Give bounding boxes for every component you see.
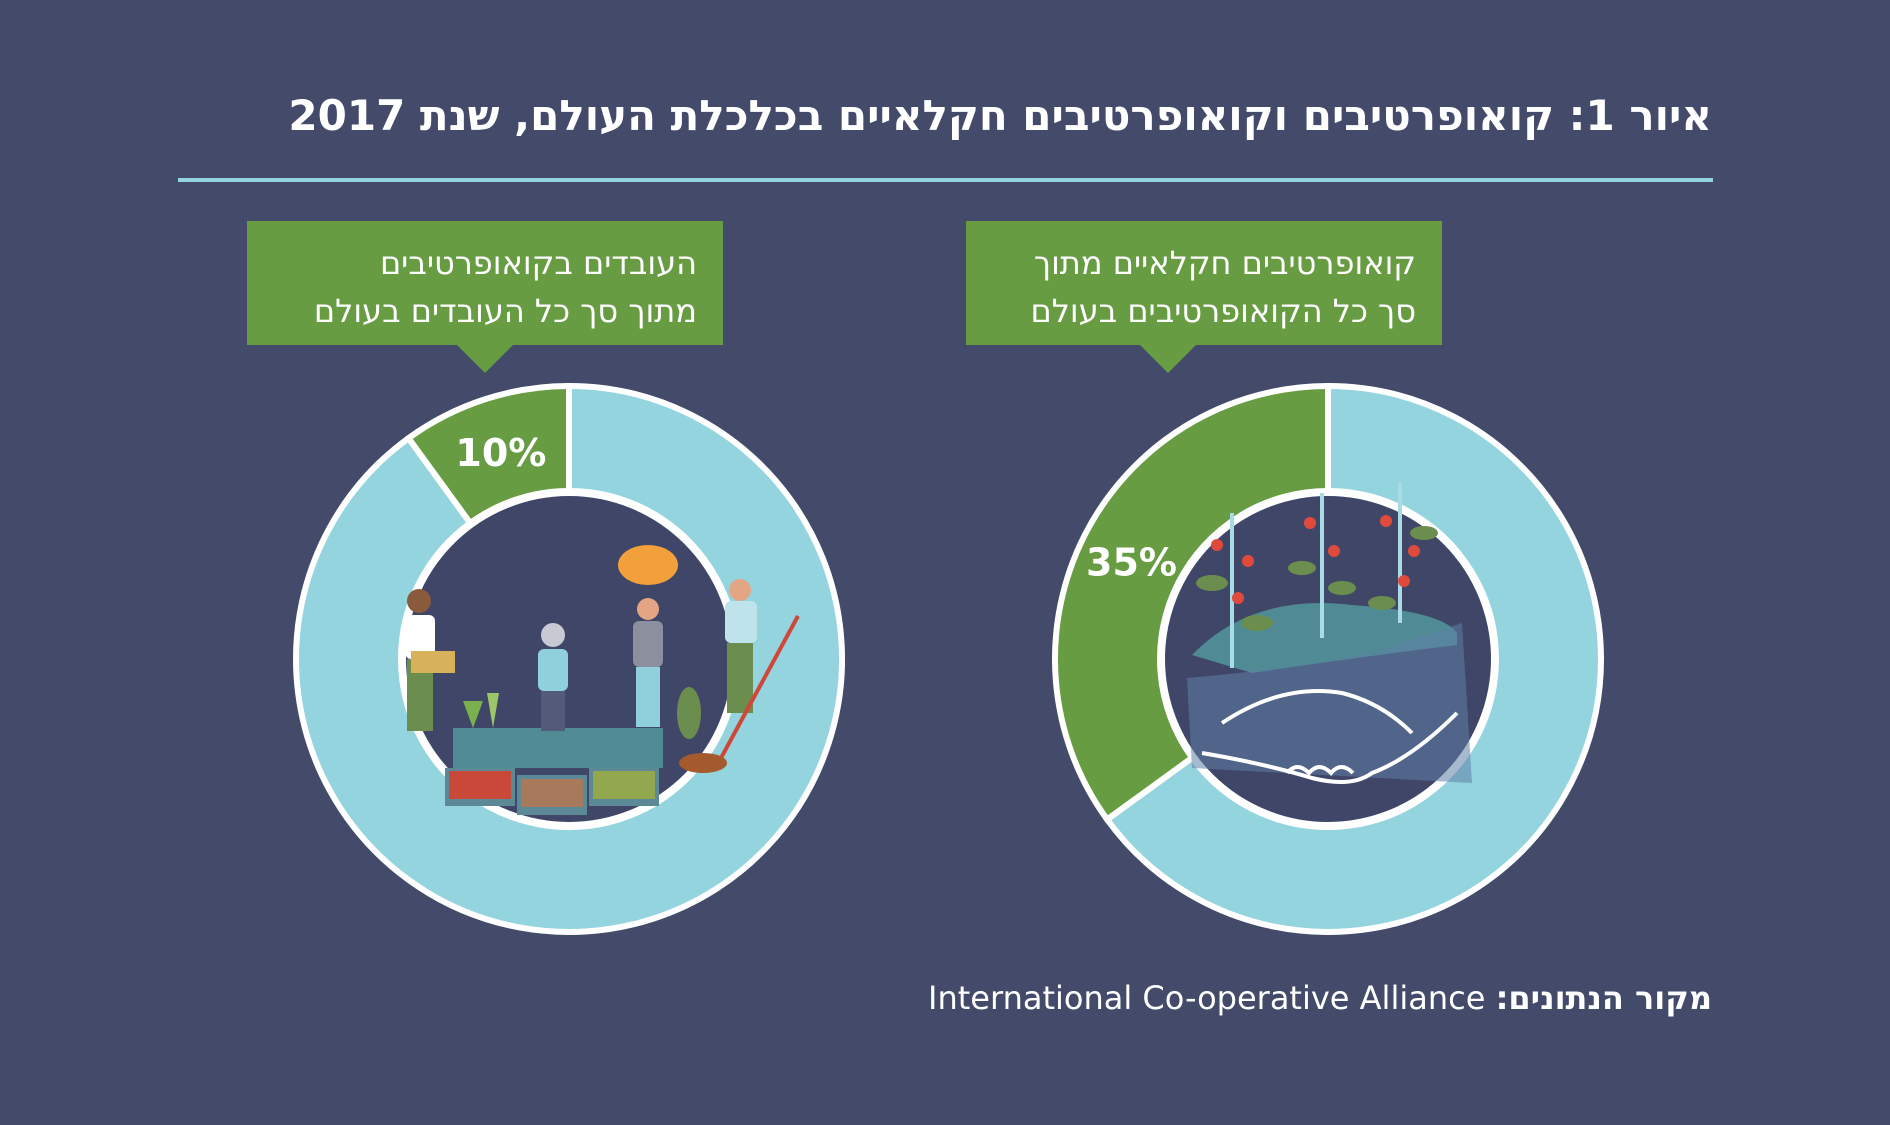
callout-workers: העובדים בקואופרטיבים מתוך סך כל העובדים … bbox=[247, 221, 723, 373]
source-name: International Co-operative Alliance bbox=[928, 979, 1486, 1017]
value-label: 10% bbox=[455, 431, 546, 475]
farmers-market-icon bbox=[405, 545, 800, 815]
callout-agri-coops: קואופרטיבים חקלאיים מתוך סך כל הקואופרטי… bbox=[966, 221, 1442, 373]
value-label: 35% bbox=[1086, 540, 1177, 584]
callout-pointer bbox=[457, 345, 513, 373]
handshake-plants-icon bbox=[1187, 483, 1472, 784]
donut-chart-workers: 10% bbox=[293, 383, 845, 935]
source-note: מקור הנתונים: International Co-operative… bbox=[512, 975, 1712, 1021]
callout-pointer bbox=[1140, 345, 1196, 373]
donut-chart-agri-coops: 35% bbox=[1052, 383, 1604, 935]
page-title: איור 1: קואופרטיבים וקואופרטיבים חקלאיים… bbox=[288, 91, 1712, 140]
callout-line-2: מתוך סך כל העובדים בעולם bbox=[313, 292, 697, 330]
title-divider bbox=[178, 178, 1713, 182]
callout-line-1: קואופרטיבים חקלאיים מתוך bbox=[1033, 244, 1416, 282]
callout-line-2: סך כל הקואופרטיבים בעולם bbox=[1030, 292, 1416, 330]
source-label: מקור הנתונים: bbox=[1495, 979, 1712, 1017]
callout-line-1: העובדים בקואופרטיבים bbox=[379, 244, 697, 282]
